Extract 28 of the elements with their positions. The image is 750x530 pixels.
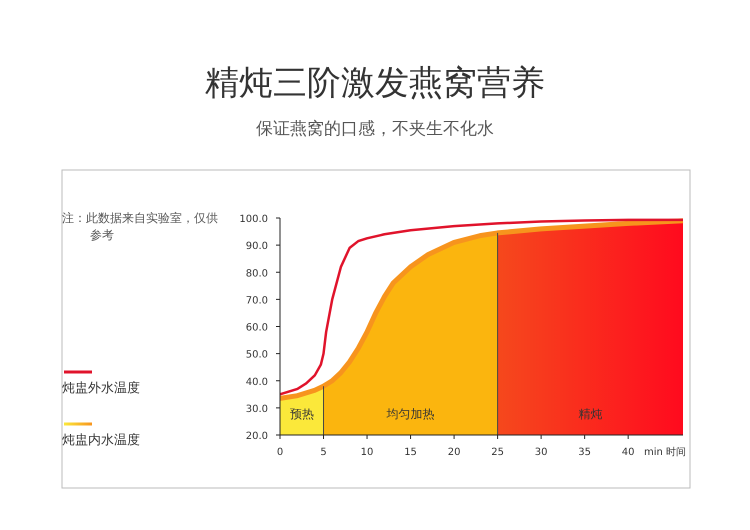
x-tick-label: 40 xyxy=(622,447,635,458)
legend-label: 炖盅内水温度 xyxy=(62,432,140,448)
y-tick-label: 80.0 xyxy=(246,268,268,280)
y-tick-label: 50.0 xyxy=(246,350,268,361)
chart-title: 精炖三阶激发燕窝营养 xyxy=(205,63,545,103)
x-tick-label: 20 xyxy=(448,447,460,458)
x-tick-label: 15 xyxy=(404,447,417,458)
band-label: 均匀加热 xyxy=(386,407,435,421)
y-tick-label: 20.0 xyxy=(246,431,268,442)
text: 注：此数据来自实验室，仅供参考 xyxy=(62,211,218,242)
chart-subtitle: 保证燕窝的口感，不夹生不化水 xyxy=(256,119,494,139)
x-tick-label: 30 xyxy=(534,447,548,458)
y-tick-label: 70.0 xyxy=(246,295,268,306)
line-series xyxy=(278,218,684,396)
legend-label: 炖盅外水温度 xyxy=(62,380,140,396)
y-tick-label: 30.0 xyxy=(246,404,268,415)
band-label: 精炖 xyxy=(578,407,602,421)
x-tick-label: 0 xyxy=(276,447,284,458)
x-tick-label: 25 xyxy=(491,447,504,458)
band-label: 预热 xyxy=(290,407,314,421)
y-tick-label: 90.0 xyxy=(246,241,268,252)
y-tick-label: 60.0 xyxy=(246,322,268,334)
x-tick-label: 5 xyxy=(320,447,327,458)
x-tick-label: 35 xyxy=(578,447,592,458)
x-tick-label: 10 xyxy=(360,447,374,458)
y-tick-label: 100.0 xyxy=(239,214,268,225)
y-tick-label: 40.0 xyxy=(246,376,268,388)
x-axis-title: min 时间 xyxy=(644,446,686,458)
